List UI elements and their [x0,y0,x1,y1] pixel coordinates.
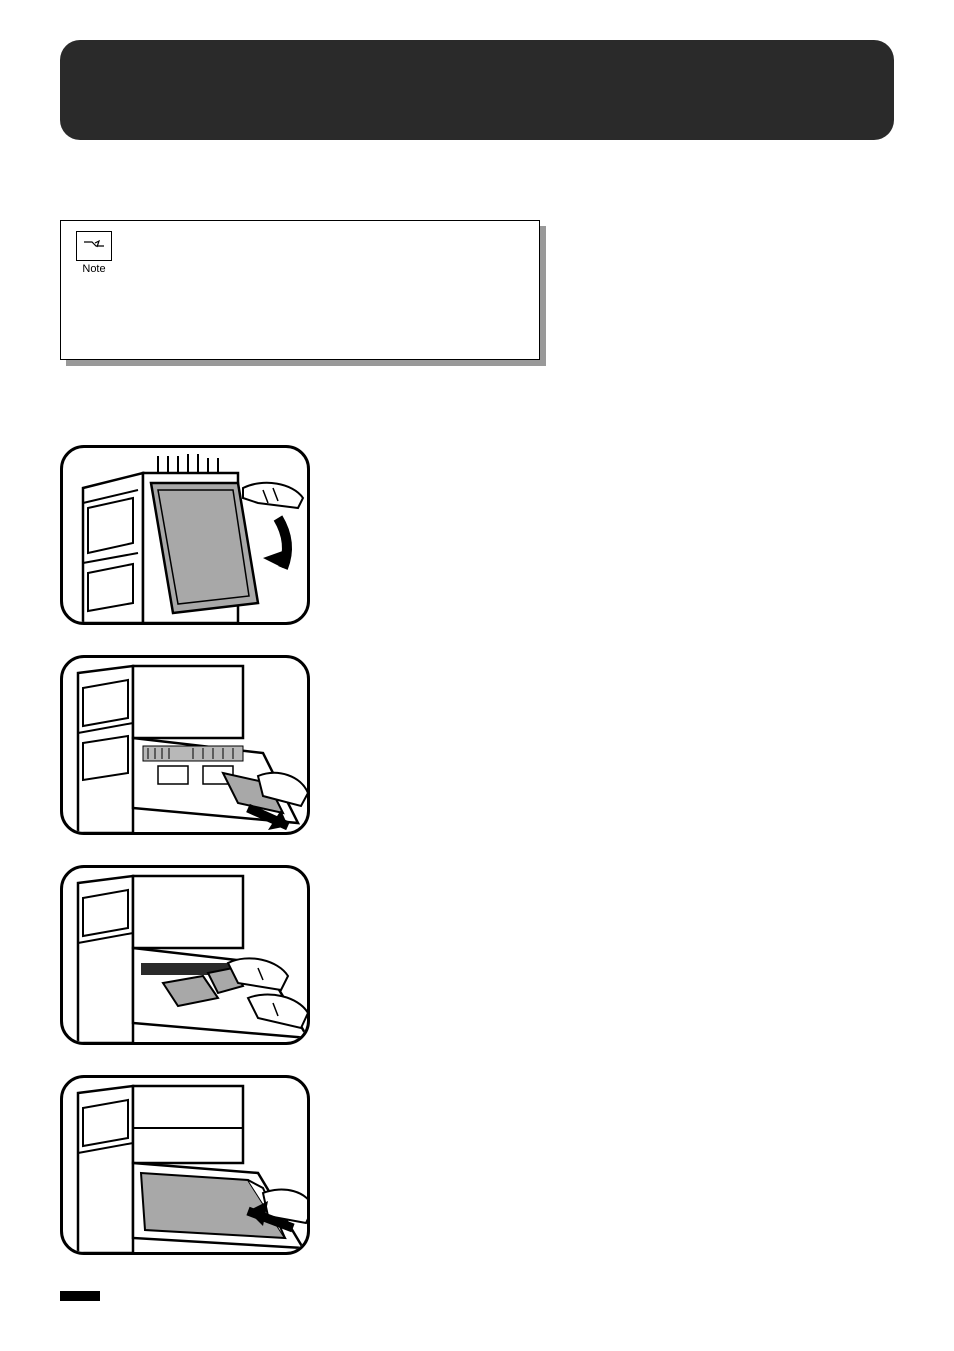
step-3 [60,865,894,1045]
step-4 [60,1075,894,1255]
step-3-text [335,865,894,875]
note-icon [76,231,112,261]
footer-bar [60,1291,100,1301]
step-3-illustration [60,865,310,1045]
step-1-text [335,445,894,455]
note-label: Note [82,263,105,275]
step-2 [60,655,894,835]
page-header-bar [60,40,894,140]
step-1 [60,445,894,625]
step-2-illustration [60,655,310,835]
note-box: Note [60,220,540,360]
step-1-illustration [60,445,310,625]
section-title [60,400,894,420]
note-content: Note [60,220,540,360]
note-icon-wrap: Note [76,231,112,275]
intro-text [60,180,894,200]
step-4-text [335,1075,894,1085]
page-footer [60,1291,108,1301]
step-4-illustration [60,1075,310,1255]
step-2-text [335,655,894,665]
